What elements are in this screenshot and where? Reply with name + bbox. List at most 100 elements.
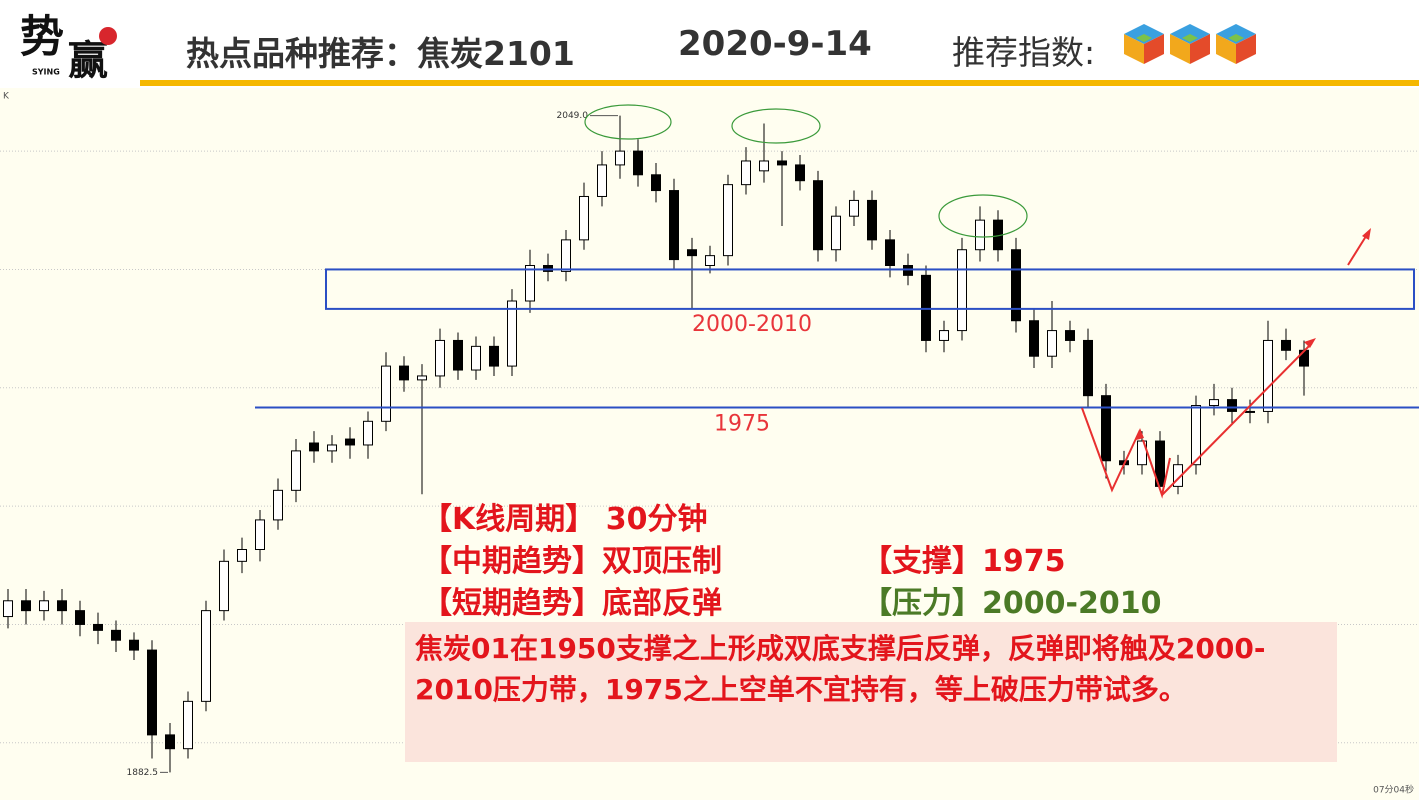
- candle: [255, 510, 265, 562]
- candle-body: [219, 560, 229, 612]
- cube-icon: [1170, 24, 1210, 64]
- candle-body: [147, 649, 157, 736]
- panel-row: 【支撑】1975: [862, 536, 1066, 580]
- candle-body: [3, 600, 13, 618]
- rating-icons: [1124, 24, 1256, 64]
- candle-body: [39, 600, 49, 612]
- arrow-head: [1136, 428, 1144, 440]
- candle-body: [1029, 320, 1039, 357]
- logo-char: 赢: [68, 37, 108, 84]
- candle: [507, 289, 517, 376]
- candle-body: [957, 249, 967, 332]
- top-ellipse: [584, 104, 672, 140]
- candle-body: [327, 444, 337, 452]
- candle-body: [399, 365, 409, 381]
- candle-body: [345, 438, 355, 446]
- candle: [777, 151, 787, 227]
- candle: [795, 155, 805, 191]
- candle-body: [561, 239, 571, 272]
- panel-value: 双顶压制: [602, 544, 722, 579]
- candle: [381, 352, 391, 432]
- candle-body: [21, 600, 31, 612]
- candle-body: [759, 160, 769, 172]
- candle-body: [129, 639, 139, 651]
- panel-key: 【支撑】: [862, 544, 982, 579]
- candle-body: [633, 150, 643, 176]
- candle: [1065, 320, 1075, 353]
- candles: 2049.0 1882.5: [3, 111, 1309, 778]
- candle-body: [705, 255, 715, 266]
- candle-body: [831, 215, 841, 251]
- candle-body: [381, 365, 391, 422]
- candle-body: [237, 549, 247, 562]
- candle: [741, 147, 751, 195]
- candle-body: [75, 610, 85, 625]
- candle: [489, 336, 499, 376]
- panel-value: 30分钟: [605, 502, 708, 537]
- candle: [237, 537, 247, 574]
- levels: 1975 2000-2010: [255, 268, 1419, 437]
- panel-row: 【K线周期】 30分钟: [422, 494, 707, 538]
- candle-body: [1245, 410, 1255, 413]
- candle: [417, 364, 427, 495]
- extreme-label: 2049.0: [557, 111, 589, 121]
- candle: [615, 115, 625, 179]
- page-date: 2020-9-14: [678, 24, 872, 64]
- candle: [975, 206, 985, 262]
- candle-body: [525, 265, 535, 302]
- panel-row: 【中期趋势】双顶压制: [422, 536, 722, 580]
- panel-value: 2000-2010: [982, 586, 1162, 621]
- candle: [111, 620, 121, 653]
- candle: [1245, 399, 1255, 424]
- candle-body: [111, 629, 121, 641]
- candle-body: [1101, 395, 1111, 462]
- candle: [849, 190, 859, 227]
- panel-key: 【K线周期】: [422, 502, 596, 537]
- candle-body: [417, 375, 427, 381]
- candle: [183, 691, 193, 759]
- candle-body: [777, 160, 787, 166]
- candle: [57, 588, 67, 625]
- candle: [957, 237, 967, 341]
- candle-body: [471, 345, 481, 371]
- candle-body: [1263, 339, 1273, 412]
- candle-body: [453, 339, 463, 371]
- arrow-line: [1081, 407, 1141, 493]
- logo-seal: [99, 27, 117, 45]
- candle: [633, 139, 643, 187]
- candle-body: [1083, 339, 1093, 397]
- bottom-arrows: [1081, 232, 1369, 499]
- top-ellipse: [731, 108, 821, 144]
- candle: [687, 237, 697, 309]
- panel-row: 【压力】2000-2010: [862, 578, 1161, 622]
- candle: [597, 151, 607, 207]
- panel-key: 【短期趋势】: [422, 586, 602, 621]
- candle: [723, 174, 733, 266]
- resistance-band: [325, 268, 1415, 310]
- candle: [93, 612, 103, 645]
- arrow-head: [1304, 338, 1316, 348]
- candle-body: [435, 339, 445, 377]
- candle: [363, 411, 373, 459]
- candle-body: [1191, 405, 1201, 466]
- candle: [1047, 301, 1057, 369]
- panel-row: 【短期趋势】底部反弹: [422, 578, 722, 622]
- candle: [561, 230, 571, 282]
- candle-body: [885, 239, 895, 267]
- candle-body: [849, 199, 859, 217]
- logo-sub: SYING: [32, 68, 60, 77]
- candle-body: [363, 420, 373, 446]
- candle: [1011, 237, 1021, 333]
- candle: [39, 590, 49, 621]
- rating-label: 推荐指数:: [952, 33, 1096, 72]
- candle: [867, 190, 877, 250]
- panel-key: 【压力】: [862, 586, 982, 621]
- candle: [219, 549, 229, 621]
- candle-body: [57, 600, 67, 612]
- candle-body: [291, 450, 301, 491]
- resistance-label: 2000-2010: [692, 312, 812, 337]
- candle-body: [273, 489, 283, 521]
- candle-body: [1209, 399, 1219, 407]
- candle: [273, 478, 283, 530]
- candle: [1101, 383, 1111, 479]
